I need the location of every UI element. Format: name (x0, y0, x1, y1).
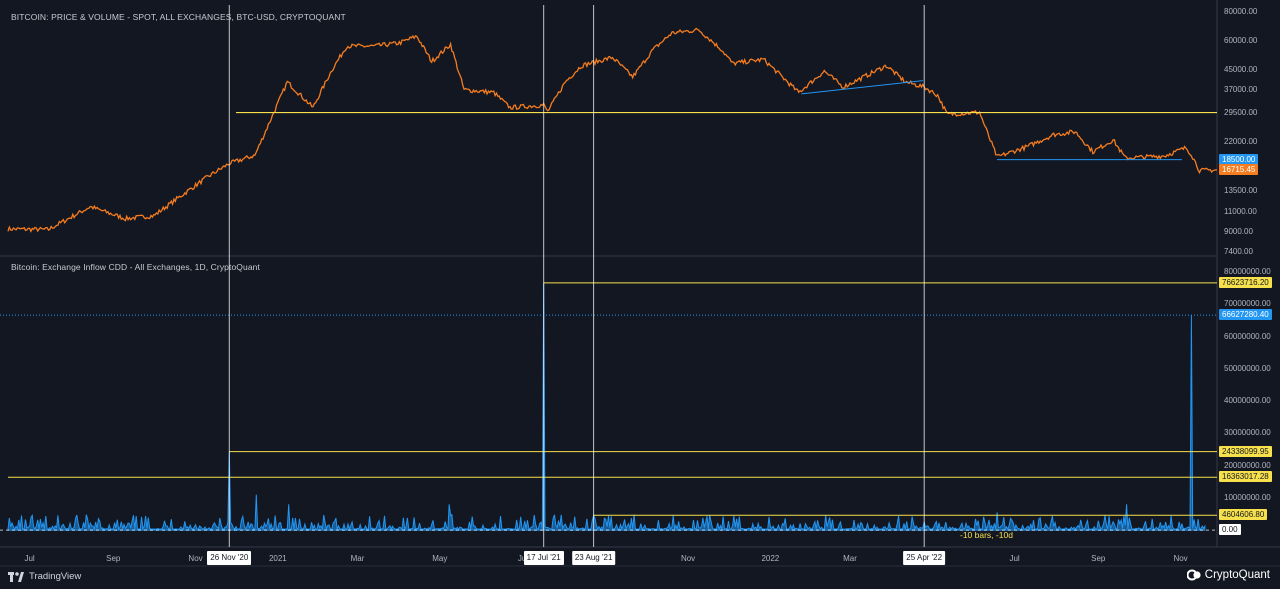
x-tick-label: Mar (350, 554, 365, 563)
x-tick-label: Jul (24, 554, 35, 563)
x-tick-label: Nov (680, 554, 696, 563)
price-y-tick-label: 9000.00 (1224, 227, 1253, 237)
price-value-tag: 16715.45 (1219, 163, 1259, 175)
price-y-tick-label: 29500.00 (1224, 107, 1258, 117)
date-marker-tag: 23 Aug '21 (571, 551, 616, 565)
date-marker-tag: 26 Nov '20 (207, 551, 252, 565)
inflow-y-tick-label: 10000000.00 (1224, 492, 1271, 502)
inflow-value-tag: 76623716.20 (1219, 276, 1272, 288)
inflow-value-tag: 24338099.95 (1219, 445, 1272, 457)
inflow-value-tag: 0.00 (1219, 524, 1241, 536)
x-tick-label: Nov (188, 554, 203, 563)
date-marker-tag: 25 Apr '22 (903, 551, 946, 565)
x-tick-label: 2022 (761, 554, 780, 563)
cryptoquant-logo: CryptoQuant (1186, 569, 1270, 581)
tradingview-logo[interactable]: TradingView (8, 571, 81, 582)
price-y-tick-label: 60000.00 (1224, 36, 1258, 45)
inflow-y-tick-label: 20000000.00 (1224, 460, 1271, 470)
inflow-value-tag: 4604606.80 (1219, 509, 1268, 521)
x-tick-label: May (432, 554, 448, 563)
measure-annotation: -10 bars, -10d (960, 530, 1013, 540)
x-tick-label: Mar (843, 554, 857, 563)
date-marker-tag: 17 Jul '21 (523, 551, 564, 565)
price-y-tick-label: 80000.00 (1224, 7, 1258, 16)
inflow-value-tag: 16363017.28 (1219, 471, 1272, 483)
price-y-tick-label: 37000.00 (1224, 84, 1258, 94)
price-y-tick-label: 13500.00 (1224, 186, 1258, 196)
price-trendline (801, 80, 923, 95)
inflow-chart-title: Bitcoin: Exchange Inflow CDD - All Excha… (11, 262, 260, 272)
x-tick-label: Sep (1091, 554, 1106, 563)
price-series-line (7, 27, 1217, 233)
x-tick-label: Ju (517, 554, 527, 563)
price-y-tick-label: 7400.00 (1224, 247, 1253, 256)
inflow-y-tick-label: 50000000.00 (1224, 363, 1271, 373)
price-value-tag: 18500.00 (1219, 153, 1259, 165)
inflow-y-tick-label: 70000000.00 (1224, 299, 1271, 309)
cryptoquant-label: CryptoQuant (1204, 569, 1270, 581)
x-tick-label: 2021 (268, 554, 287, 563)
inflow-y-tick-label: 40000000.00 (1224, 396, 1271, 406)
tradingview-label: TradingView (29, 571, 82, 582)
price-y-tick-label: 45000.00 (1224, 65, 1258, 74)
x-tick-label: Sep (106, 554, 121, 563)
inflow-y-tick-label: 80000000.00 (1224, 267, 1271, 276)
tradingview-icon (8, 571, 24, 582)
inflow-area-series (7, 282, 1206, 532)
inflow-y-tick-label: 60000000.00 (1224, 331, 1271, 341)
inflow-y-tick-label: 30000000.00 (1224, 428, 1271, 438)
x-tick-label: Nov (1173, 554, 1188, 563)
x-tick-label: Jul (1009, 554, 1020, 563)
inflow-value-tag: 66627280.40 (1219, 309, 1272, 321)
price-chart-title: BITCOIN: PRICE & VOLUME - SPOT, ALL EXCH… (11, 12, 346, 22)
price-y-tick-label: 22000.00 (1224, 137, 1258, 147)
price-y-tick-label: 11000.00 (1224, 207, 1257, 217)
cryptoquant-icon (1186, 569, 1201, 581)
